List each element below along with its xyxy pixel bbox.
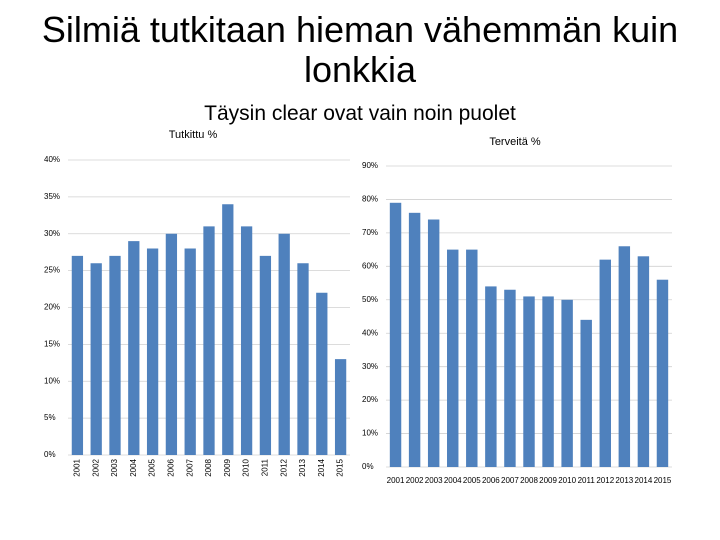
y-tick-label: 70% [362, 228, 378, 237]
x-tick-label: 2014 [635, 476, 653, 485]
bar [316, 292, 328, 455]
bar [203, 226, 215, 455]
bar [466, 249, 478, 467]
bar [90, 263, 102, 455]
x-tick-label: 2004 [444, 476, 462, 485]
x-tick-label: 2002 [406, 476, 424, 485]
x-tick-label: 2015 [654, 476, 672, 485]
slide-title: Silmiä tutkitaan hieman vähemmän kuin lon… [42, 9, 678, 90]
y-tick-label: 40% [44, 155, 60, 164]
y-tick-label: 35% [44, 192, 60, 201]
y-tick-label: 80% [362, 195, 378, 204]
chart-title: Tutkittu % [169, 129, 218, 141]
bar [599, 259, 611, 467]
x-tick-label: 2005 [463, 476, 481, 485]
bar [427, 219, 440, 467]
y-tick-label: 0% [362, 462, 374, 471]
bar [523, 296, 535, 467]
bar [240, 226, 253, 455]
x-tick-label: 2008 [204, 458, 213, 476]
bar [222, 204, 234, 455]
bar [128, 241, 140, 455]
x-tick-label: 2010 [242, 458, 251, 476]
y-tick-label: 20% [362, 395, 378, 404]
slide-subtitle: Täysin clear ovat vain noin puolet [204, 102, 516, 125]
x-tick-label: 2007 [185, 458, 194, 476]
bar [146, 248, 159, 455]
y-tick-label: 0% [44, 450, 56, 459]
bar [109, 255, 121, 455]
y-tick-label: 40% [362, 328, 378, 337]
y-tick-label: 60% [362, 261, 378, 270]
chart-title: Terveitä % [489, 136, 541, 148]
bar [447, 249, 459, 467]
y-tick-label: 50% [362, 295, 378, 304]
bar [618, 246, 631, 467]
bar [637, 256, 650, 467]
x-tick-label: 2001 [73, 458, 82, 476]
x-tick-label: 2014 [317, 458, 326, 476]
x-tick-label: 2003 [110, 458, 119, 476]
x-tick-label: 2013 [615, 476, 633, 485]
x-tick-label: 2012 [596, 476, 614, 485]
x-tick-label: 2011 [261, 458, 270, 476]
x-tick-label: 2004 [129, 458, 138, 476]
bar [580, 319, 592, 467]
x-tick-label: 2015 [336, 458, 345, 476]
bar [561, 299, 573, 467]
bar [656, 279, 669, 467]
bar [334, 359, 347, 455]
x-tick-label: 2009 [539, 476, 557, 485]
x-tick-label: 2002 [91, 458, 100, 476]
y-tick-label: 20% [44, 303, 60, 312]
bar [485, 286, 497, 467]
bar [389, 202, 402, 468]
bar [297, 263, 309, 455]
x-tick-label: 2006 [167, 458, 176, 476]
bar [278, 233, 290, 455]
y-tick-label: 10% [362, 429, 378, 438]
x-tick-label: 2009 [223, 458, 232, 476]
x-tick-label: 2012 [279, 458, 288, 476]
y-tick-label: 30% [44, 229, 60, 238]
x-tick-label: 2007 [501, 476, 519, 485]
y-tick-label: 25% [44, 266, 60, 275]
bar [542, 296, 554, 467]
bar [165, 233, 178, 455]
bar [504, 289, 516, 467]
x-tick-label: 2001 [387, 476, 405, 485]
y-tick-label: 10% [44, 376, 60, 385]
y-tick-label: 15% [44, 339, 60, 348]
y-tick-label: 30% [362, 362, 378, 371]
x-tick-label: 2013 [298, 458, 307, 476]
y-tick-label: 5% [44, 413, 56, 422]
bar [408, 212, 421, 467]
bar [259, 255, 272, 455]
x-tick-label: 2006 [482, 476, 500, 485]
bar [184, 248, 196, 455]
y-tick-label: 90% [362, 161, 378, 170]
x-tick-label: 2010 [558, 476, 576, 485]
x-tick-label: 2003 [425, 476, 443, 485]
x-tick-label: 2005 [148, 458, 157, 476]
x-tick-label: 2008 [520, 476, 538, 485]
bar [71, 255, 84, 455]
x-tick-label: 2011 [578, 476, 596, 485]
